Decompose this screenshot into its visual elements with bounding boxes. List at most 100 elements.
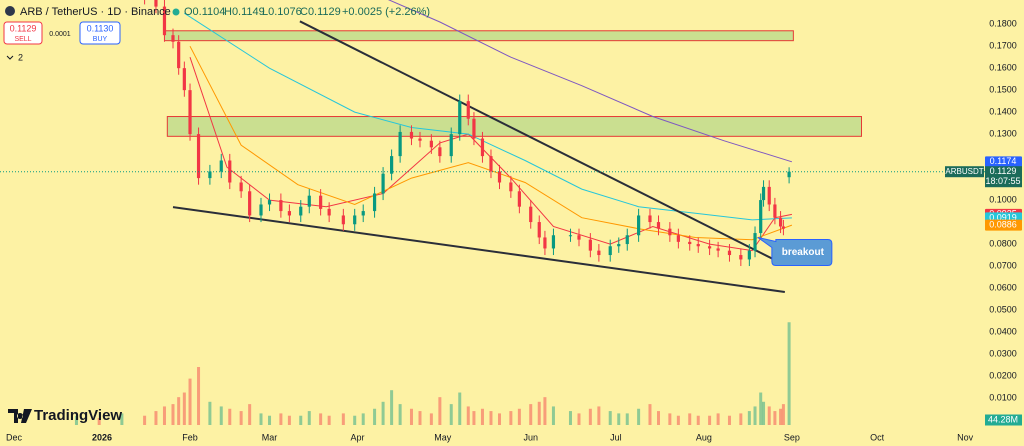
candle-body bbox=[529, 206, 533, 223]
candle-body bbox=[162, 6, 167, 36]
candle-body bbox=[341, 215, 345, 225]
y-tick-label: 0.1400 bbox=[989, 107, 1017, 117]
candle-body bbox=[219, 160, 223, 172]
ohlc-low: L0.1076 bbox=[262, 6, 302, 18]
candle-body bbox=[480, 138, 485, 157]
moving-average bbox=[184, 12, 792, 221]
candle-body bbox=[188, 90, 192, 135]
volume-bar bbox=[625, 413, 629, 425]
candle-body bbox=[707, 246, 712, 249]
symbol-title[interactable]: ARB / TetherUS · 1D · Binance bbox=[20, 6, 171, 18]
volume-bar bbox=[509, 411, 513, 425]
candle-body bbox=[716, 248, 720, 251]
volume-bar bbox=[466, 406, 470, 425]
volume-bar bbox=[143, 415, 147, 425]
volume-bar bbox=[577, 413, 581, 425]
y-tick-label: 0.1600 bbox=[989, 63, 1017, 73]
volume-bar bbox=[708, 415, 712, 425]
indicators-count[interactable]: 2 bbox=[18, 52, 23, 62]
x-tick-label: Sep bbox=[784, 432, 800, 442]
sell-label: SELL bbox=[14, 36, 31, 43]
y-tick-label: 0.0300 bbox=[989, 348, 1017, 358]
volume-bar bbox=[739, 413, 743, 425]
x-tick-label: Feb bbox=[182, 432, 198, 442]
candle-body bbox=[307, 195, 311, 207]
zone bbox=[163, 30, 794, 42]
volume-bar bbox=[727, 415, 731, 425]
candle-body bbox=[429, 140, 433, 148]
volume-bar bbox=[543, 397, 547, 425]
y-tick-label: 0.1500 bbox=[989, 85, 1017, 95]
candle-body bbox=[517, 191, 521, 207]
candle-body bbox=[239, 182, 243, 192]
candle-body bbox=[381, 173, 385, 194]
symbol-icon bbox=[5, 6, 15, 16]
volume-bar bbox=[268, 415, 272, 425]
volume-bar bbox=[608, 411, 612, 425]
volume-bar bbox=[617, 413, 621, 425]
volume-bar bbox=[787, 322, 791, 425]
candle-body bbox=[608, 246, 612, 256]
volume-bar bbox=[568, 411, 572, 425]
trendline bbox=[172, 206, 785, 293]
volume-bar bbox=[171, 404, 175, 425]
candle-body bbox=[248, 191, 252, 216]
candle-body bbox=[509, 182, 513, 192]
volume-bar bbox=[299, 415, 303, 425]
candle-body bbox=[656, 222, 661, 229]
volume-bar bbox=[120, 413, 124, 425]
trendline bbox=[299, 20, 786, 266]
volume-bar bbox=[648, 404, 652, 425]
candle-body bbox=[773, 204, 777, 218]
moving-average bbox=[387, 0, 793, 163]
y-tick-label: 0.1700 bbox=[989, 41, 1017, 51]
x-tick-label: Oct bbox=[870, 432, 885, 442]
volume-tag-bg bbox=[985, 414, 1022, 426]
candle-body bbox=[668, 228, 672, 236]
plot-area bbox=[0, 0, 985, 425]
candle-body bbox=[617, 244, 621, 247]
volume-bar bbox=[537, 401, 541, 425]
volume-bar bbox=[390, 390, 394, 425]
zone bbox=[166, 116, 862, 137]
candle-body bbox=[287, 211, 291, 216]
sell-button[interactable] bbox=[3, 21, 43, 45]
indicators-chevron[interactable] bbox=[6, 55, 14, 60]
y-tick-label: 0.0600 bbox=[989, 282, 1017, 292]
candle-body bbox=[688, 241, 692, 245]
volume-bar bbox=[279, 413, 283, 425]
candle-body bbox=[577, 235, 581, 240]
candle-body bbox=[259, 204, 263, 216]
status-dot bbox=[172, 8, 180, 16]
volume-bar bbox=[373, 408, 377, 425]
volume-bar bbox=[228, 408, 232, 425]
candle-body bbox=[390, 156, 394, 174]
candle-body bbox=[747, 250, 751, 260]
volume-bar bbox=[319, 413, 323, 425]
symbol-tag-bg bbox=[945, 166, 984, 178]
volume-bar bbox=[182, 392, 186, 425]
volume-bar bbox=[597, 406, 601, 425]
buy-price: 0.1130 bbox=[87, 23, 114, 33]
candle-body bbox=[537, 222, 541, 238]
candle-body bbox=[489, 156, 493, 172]
overlay: ARB / TetherUS · 1D · Binance O0.1104 H0… bbox=[3, 6, 430, 424]
ma-tag: 0.0919 bbox=[989, 212, 1017, 222]
candle-body bbox=[696, 244, 700, 247]
axes: 0.1800 0.1700 0.1600 0.1500 0.1400 0.1300 0.10… bbox=[6, 19, 1022, 442]
y-tick-label: 0.0800 bbox=[989, 238, 1017, 248]
y-tick-label: 0.0700 bbox=[989, 260, 1017, 270]
candle-body bbox=[466, 101, 470, 119]
candle-body bbox=[182, 68, 186, 91]
price-tag-bg bbox=[985, 166, 1022, 188]
volume-bar bbox=[676, 415, 680, 425]
buy-button[interactable] bbox=[79, 21, 121, 45]
candle-body bbox=[398, 131, 402, 157]
candle-body bbox=[361, 211, 365, 216]
volume-bar bbox=[177, 397, 181, 425]
volume-bar bbox=[779, 408, 783, 425]
candle-body bbox=[458, 101, 462, 135]
volume-bar bbox=[767, 406, 771, 425]
candle-body bbox=[648, 215, 652, 223]
